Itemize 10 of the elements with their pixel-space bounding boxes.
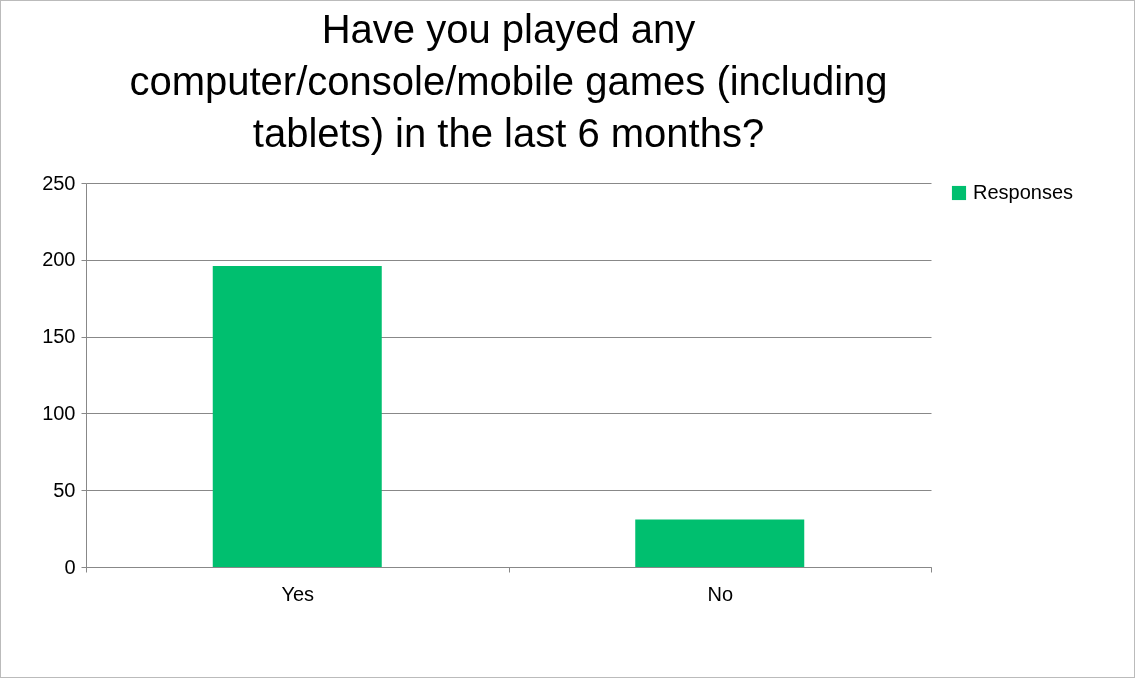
y-tick-label: 200 [42,248,76,271]
legend-label: Responses [973,181,1074,203]
y-tick-label: 50 [53,478,76,501]
x-tick-label: Yes [281,582,315,605]
y-tick-label: 150 [42,325,76,348]
y-tick-label: 100 [42,401,76,424]
x-tick-label: No [707,582,734,605]
chart-title: Have you played any computer/console/mobile games (including tablets) in the last 6 months? [129,7,888,155]
y-tick-label: 0 [64,555,76,578]
y-tick-label: 250 [42,171,76,194]
